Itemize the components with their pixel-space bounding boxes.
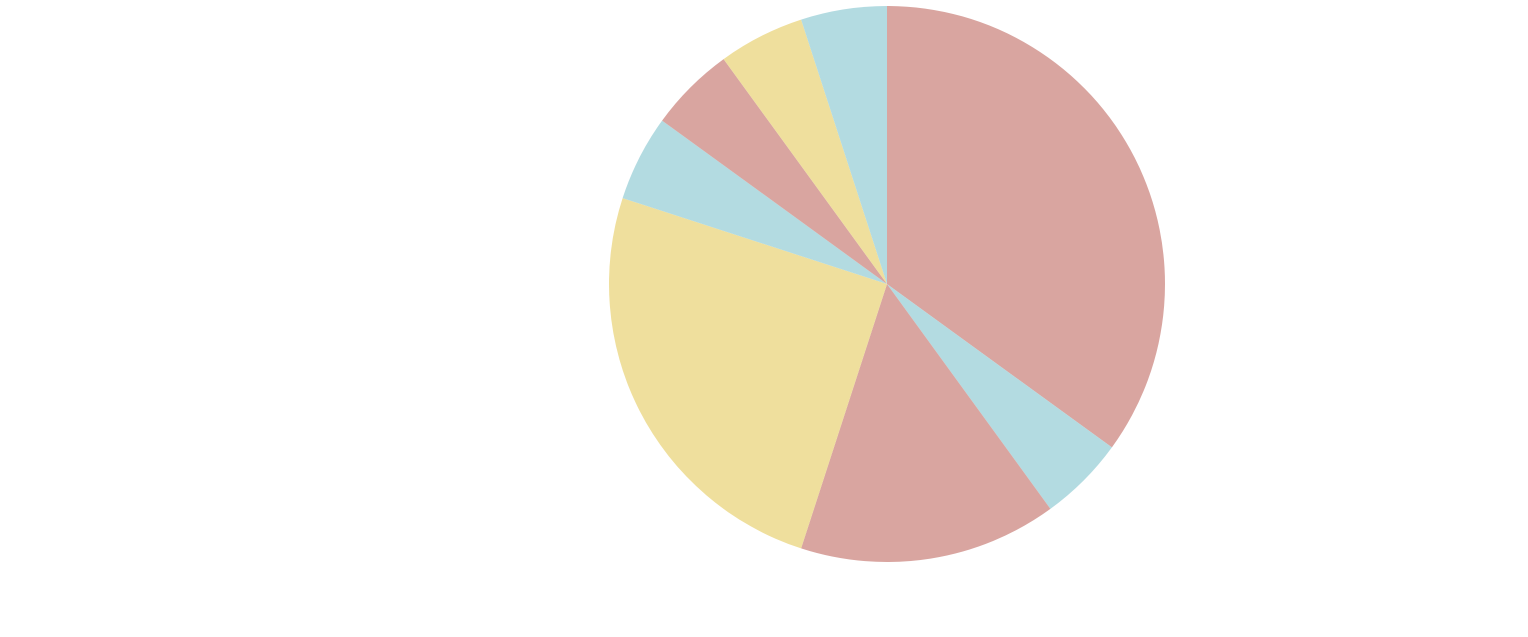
pie-slice: [801, 284, 1051, 563]
pie-slice: [801, 5, 887, 284]
pie-slice: [887, 284, 1112, 509]
pie-slice: [723, 19, 887, 284]
pie-slice: [609, 198, 887, 549]
pie-slice: [887, 6, 1165, 448]
pie-slice: [622, 120, 887, 284]
pie-slice: [662, 59, 887, 284]
